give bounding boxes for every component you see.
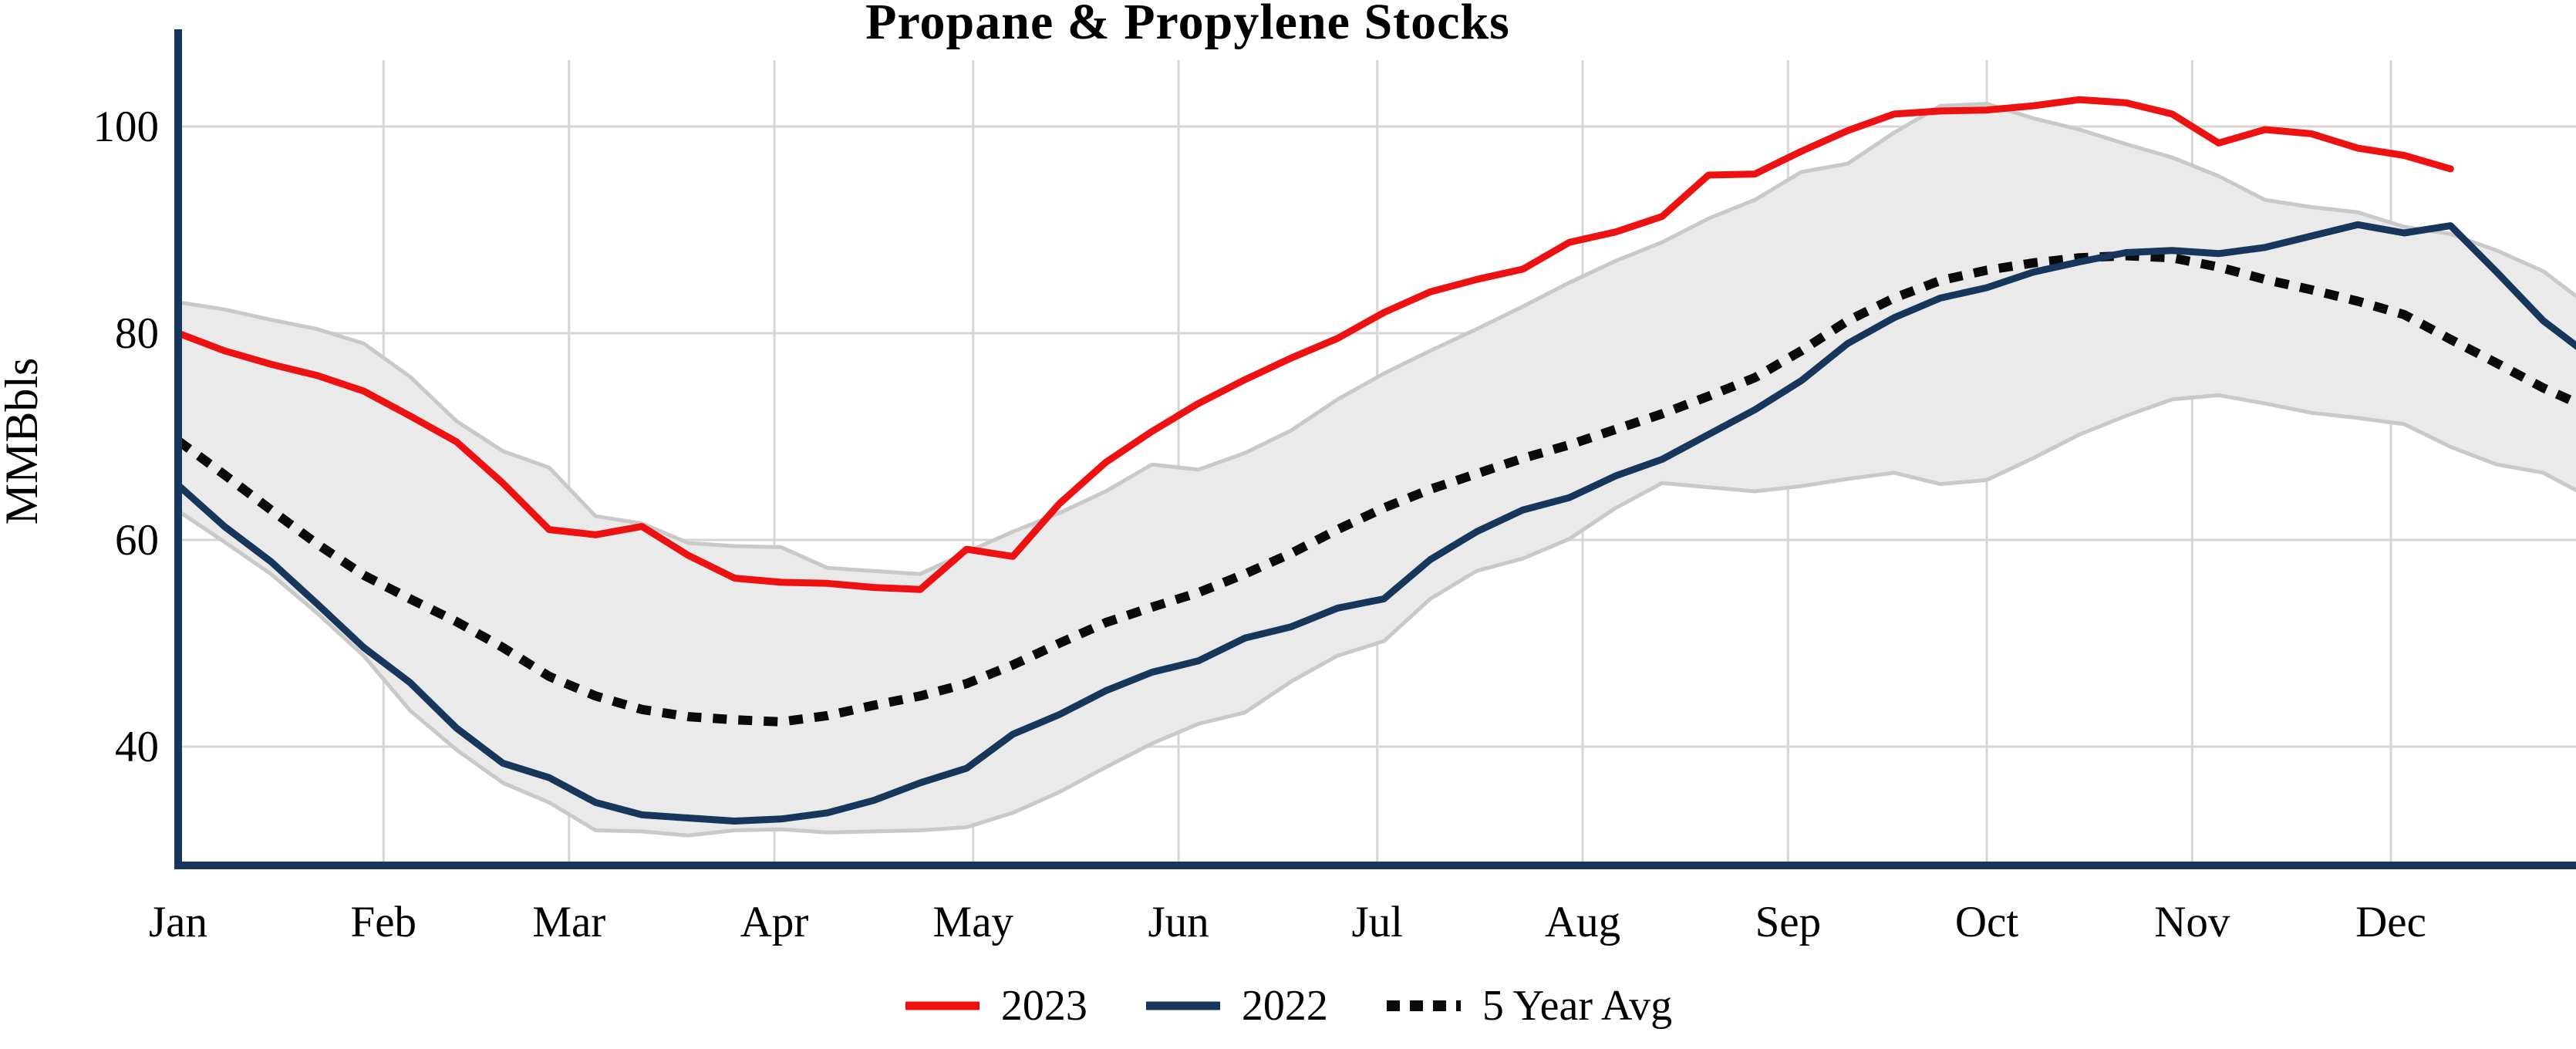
- chart-title: Propane & Propylene Stocks: [865, 0, 1510, 50]
- x-tick-label-apr: Apr: [740, 898, 809, 946]
- legend-item-2022: 2022: [1145, 981, 1328, 1030]
- y-tick-label-40: 40: [115, 723, 159, 771]
- x-tick-label-dec: Dec: [2355, 898, 2426, 946]
- chart-plot-area: Jan Feb Mar Apr May Jun Jul Aug Sep Oct Nov Dec 40 60…: [93, 29, 2576, 946]
- legend-swatch-line: [905, 1001, 979, 1010]
- legend-item-2023: 2023: [904, 981, 1087, 1030]
- legend-item-5yr-avg: 5 Year Avg: [1385, 981, 1672, 1030]
- legend: 2023 2022 5 Year Avg: [0, 981, 2576, 1030]
- y-axis-label: MMBbls: [0, 358, 47, 525]
- legend-swatch-5yr-avg-dotted: [1385, 997, 1462, 1015]
- legend-label-2023: 2023: [1000, 982, 1087, 1030]
- x-tick-label-aug: Aug: [1545, 898, 1620, 946]
- legend-swatch-2023-line: [904, 997, 981, 1015]
- x-tick-label-jan: Jan: [149, 898, 207, 946]
- series-line-2022: [175, 221, 2576, 825]
- legend-swatch-2022-line: [1145, 997, 1222, 1015]
- legend-label-2022: 2022: [1241, 982, 1328, 1030]
- series-line-5-year-avg: [175, 251, 2576, 727]
- x-tick-label-jun: Jun: [1148, 898, 1209, 946]
- legend-swatch-line: [1386, 1000, 1461, 1011]
- y-tick-label-60: 60: [115, 516, 159, 565]
- series-line-2023: [175, 96, 2454, 593]
- x-tick-label-mar: Mar: [532, 898, 605, 946]
- x-tick-label-may: May: [933, 898, 1014, 946]
- y-tick-label-100: 100: [93, 103, 160, 151]
- x-tick-label-oct: Oct: [1955, 898, 2018, 946]
- x-tick-label-jul: Jul: [1351, 898, 1403, 946]
- y-tick-label-80: 80: [115, 309, 159, 358]
- legend-swatch-line: [1145, 1001, 1220, 1010]
- x-tick-label-sep: Sep: [1755, 898, 1822, 946]
- x-tick-label-nov: Nov: [2154, 898, 2230, 946]
- x-tick-label-feb: Feb: [351, 898, 417, 946]
- legend-label-5yr-avg: 5 Year Avg: [1482, 982, 1673, 1030]
